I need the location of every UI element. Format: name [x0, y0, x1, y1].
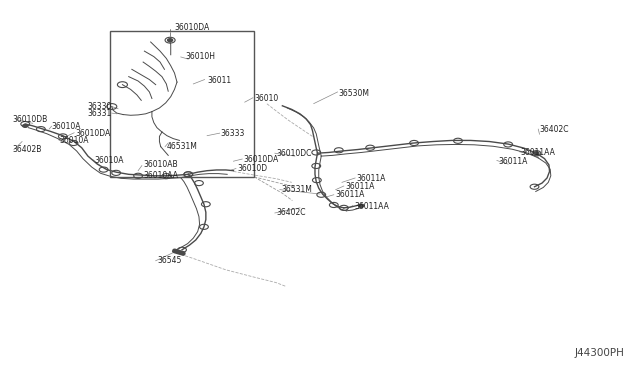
Text: 36545: 36545 [157, 256, 181, 265]
Text: 36531M: 36531M [281, 185, 312, 194]
Text: 36010DC: 36010DC [276, 149, 312, 158]
Text: 36010A: 36010A [60, 135, 89, 145]
Text: 36010DA: 36010DA [175, 23, 210, 32]
Text: 36011A: 36011A [356, 174, 386, 183]
Circle shape [359, 204, 364, 207]
Text: 46531M: 46531M [166, 142, 197, 151]
Bar [110, 31, 254, 177]
Text: 36010DA: 36010DA [243, 155, 279, 164]
Text: 36010DA: 36010DA [76, 129, 111, 138]
Text: 36011A: 36011A [336, 190, 365, 199]
Text: 36402C: 36402C [540, 125, 569, 134]
Text: 36010DB: 36010DB [13, 115, 48, 124]
Text: 36010H: 36010H [185, 52, 215, 61]
Circle shape [168, 39, 173, 42]
Circle shape [22, 124, 28, 127]
Text: 36010A: 36010A [52, 122, 81, 131]
Text: 36010AB: 36010AB [143, 160, 178, 169]
Text: 36010: 36010 [254, 94, 278, 103]
Text: 36333: 36333 [221, 129, 245, 138]
Circle shape [534, 152, 539, 155]
Text: 36331: 36331 [88, 109, 112, 118]
Text: 36011: 36011 [207, 76, 231, 85]
Text: 36010AA: 36010AA [143, 171, 178, 180]
Text: J44300PH: J44300PH [574, 348, 624, 358]
Text: 36330: 36330 [88, 102, 112, 111]
Text: 36011AA: 36011AA [521, 148, 556, 157]
Text: 36010D: 36010D [237, 164, 268, 173]
Text: 36402B: 36402B [13, 145, 42, 154]
Text: 36011AA: 36011AA [355, 202, 389, 211]
Text: 36402C: 36402C [276, 208, 305, 218]
Text: 36011A: 36011A [345, 182, 374, 191]
Text: 36530M: 36530M [339, 89, 370, 97]
Text: 36011A: 36011A [499, 157, 528, 166]
Text: 36010A: 36010A [94, 156, 124, 165]
